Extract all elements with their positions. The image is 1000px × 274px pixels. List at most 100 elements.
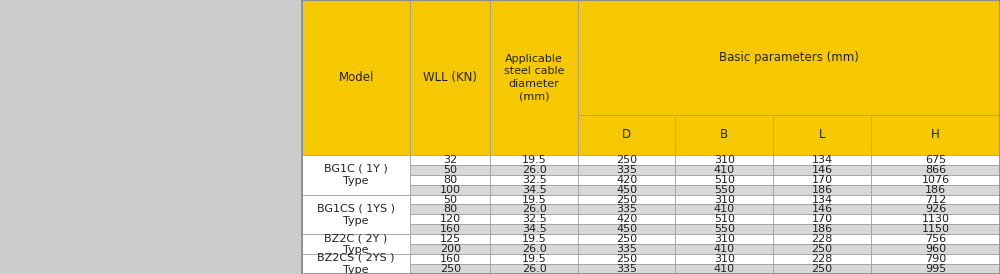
Bar <box>675 155 773 165</box>
Bar <box>773 254 871 264</box>
Text: 675: 675 <box>925 155 946 165</box>
Text: 32.5: 32.5 <box>522 175 546 185</box>
Bar <box>871 254 1000 264</box>
Bar <box>675 244 773 254</box>
Bar <box>578 155 675 165</box>
Bar <box>871 264 1000 274</box>
Bar <box>490 165 578 175</box>
Bar <box>490 195 578 204</box>
Text: 26.0: 26.0 <box>522 244 546 254</box>
Bar <box>410 175 490 185</box>
Text: 1130: 1130 <box>921 214 949 224</box>
Bar <box>871 224 1000 234</box>
Text: 420: 420 <box>616 214 637 224</box>
Text: 34.5: 34.5 <box>522 224 546 234</box>
Text: 100: 100 <box>440 185 461 195</box>
Bar <box>871 234 1000 244</box>
Bar <box>675 214 773 224</box>
Bar <box>490 175 578 185</box>
Text: 450: 450 <box>616 185 637 195</box>
Text: 32: 32 <box>443 155 457 165</box>
Text: Applicable
steel cable
diameter
(mm): Applicable steel cable diameter (mm) <box>504 54 564 101</box>
Text: 26.0: 26.0 <box>522 264 546 274</box>
Bar <box>578 264 675 274</box>
Bar <box>773 244 871 254</box>
Text: 335: 335 <box>616 244 637 254</box>
Bar <box>578 195 675 204</box>
Bar <box>675 115 773 155</box>
Text: 410: 410 <box>714 204 735 215</box>
Text: 160: 160 <box>440 224 461 234</box>
Bar <box>773 204 871 214</box>
Bar <box>773 224 871 234</box>
Bar <box>410 224 490 234</box>
Text: 250: 250 <box>440 264 461 274</box>
Text: 160: 160 <box>440 254 461 264</box>
Bar <box>871 165 1000 175</box>
Bar <box>410 254 490 264</box>
Text: 125: 125 <box>440 234 461 244</box>
Text: 134: 134 <box>811 155 833 165</box>
Bar <box>675 264 773 274</box>
Text: H: H <box>931 129 940 141</box>
Bar <box>410 264 490 274</box>
Bar <box>410 165 490 175</box>
Text: 186: 186 <box>925 185 946 195</box>
Text: 335: 335 <box>616 204 637 215</box>
Bar <box>490 224 578 234</box>
Bar <box>302 254 410 274</box>
Text: 50: 50 <box>443 195 457 204</box>
Text: 250: 250 <box>811 244 833 254</box>
Bar <box>675 234 773 244</box>
Bar <box>578 0 1000 115</box>
Bar <box>410 185 490 195</box>
Bar <box>773 234 871 244</box>
Bar <box>578 224 675 234</box>
Text: 146: 146 <box>811 204 833 215</box>
Bar <box>578 214 675 224</box>
Text: 80: 80 <box>443 204 457 215</box>
Text: 170: 170 <box>811 214 833 224</box>
Bar <box>871 155 1000 165</box>
Bar <box>773 165 871 175</box>
Bar <box>490 264 578 274</box>
Bar <box>773 115 871 155</box>
Bar <box>410 204 490 214</box>
Bar <box>871 185 1000 195</box>
Text: 510: 510 <box>714 175 735 185</box>
Text: D: D <box>622 129 631 141</box>
Text: 550: 550 <box>714 185 735 195</box>
Text: BZ2C ( 2Y )
Type: BZ2C ( 2Y ) Type <box>324 233 388 255</box>
Text: 510: 510 <box>714 214 735 224</box>
Text: 228: 228 <box>811 234 833 244</box>
Text: 19.5: 19.5 <box>522 155 546 165</box>
Bar <box>871 115 1000 155</box>
Bar <box>410 0 490 155</box>
Bar <box>675 254 773 264</box>
Bar <box>410 195 490 204</box>
Text: BG1C ( 1Y )
Type: BG1C ( 1Y ) Type <box>324 164 388 186</box>
Bar <box>490 204 578 214</box>
Bar <box>773 264 871 274</box>
Bar <box>773 175 871 185</box>
Text: 450: 450 <box>616 224 637 234</box>
Text: 50: 50 <box>443 165 457 175</box>
Text: B: B <box>720 129 728 141</box>
Text: 420: 420 <box>616 175 637 185</box>
Bar <box>490 244 578 254</box>
Bar <box>490 234 578 244</box>
Bar <box>410 155 490 165</box>
Bar <box>490 155 578 165</box>
Text: 866: 866 <box>925 165 946 175</box>
Text: Model: Model <box>338 71 374 84</box>
Bar <box>410 234 490 244</box>
Text: 250: 250 <box>616 195 637 204</box>
Text: 19.5: 19.5 <box>522 234 546 244</box>
Text: L: L <box>819 129 825 141</box>
Text: 1076: 1076 <box>921 175 949 185</box>
Bar <box>490 185 578 195</box>
Text: 250: 250 <box>811 264 833 274</box>
Text: 34.5: 34.5 <box>522 185 546 195</box>
Bar <box>490 214 578 224</box>
Text: Basic parameters (mm): Basic parameters (mm) <box>719 51 859 64</box>
